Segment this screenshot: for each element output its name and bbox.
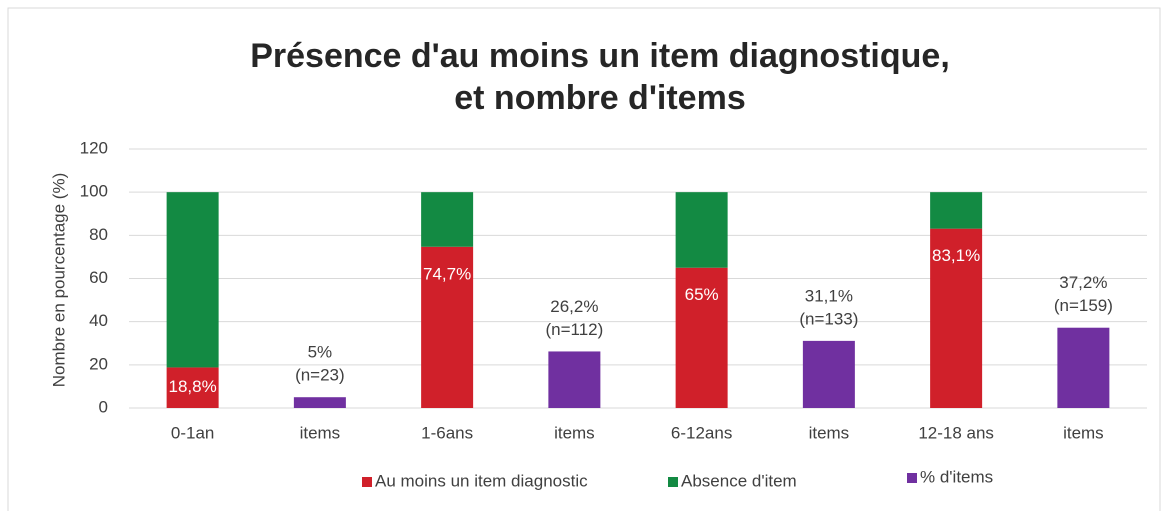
x-tick-label: items: [809, 423, 850, 442]
bar: [802, 340, 855, 408]
data-label: (n=159): [1054, 296, 1113, 315]
bar: [930, 228, 983, 408]
bar: [166, 192, 219, 368]
data-label: 65%: [685, 285, 719, 304]
legend-label: % d'items: [920, 467, 993, 486]
data-label: 74,7%: [423, 264, 471, 283]
bar: [421, 246, 474, 408]
data-label: (n=112): [545, 320, 603, 339]
chart-title: et nombre d'items: [454, 79, 745, 117]
bar: [675, 192, 728, 268]
data-label: 26,2%: [550, 297, 598, 316]
legend-swatch: [668, 477, 678, 487]
y-tick-label: 0: [99, 397, 108, 416]
y-tick-label: 40: [89, 311, 108, 330]
legend-label: Absence d'item: [681, 471, 797, 490]
bar: [166, 367, 219, 408]
legend-swatch: [907, 473, 917, 483]
data-label: 5%: [308, 343, 333, 362]
data-label: 37,2%: [1059, 273, 1107, 292]
bar: [675, 267, 728, 408]
y-tick-label: 60: [89, 268, 108, 287]
y-tick-label: 100: [80, 182, 108, 201]
y-tick-label: 80: [89, 225, 108, 244]
y-tick-label: 120: [80, 138, 108, 157]
bar: [930, 192, 983, 229]
x-tick-label: 0-1an: [171, 423, 214, 442]
bar: [548, 351, 601, 408]
y-tick-label: 20: [89, 354, 108, 373]
legend-label: Au moins un item diagnostic: [375, 471, 588, 490]
legend-swatch: [362, 477, 372, 487]
y-axis-label: Nombre en pourcentage (%): [49, 173, 68, 388]
data-label: 18,8%: [169, 377, 217, 396]
x-tick-label: 12-18 ans: [918, 423, 994, 442]
data-label: (n=23): [295, 366, 345, 385]
x-tick-label: items: [300, 423, 341, 442]
bar: [1057, 327, 1110, 408]
data-label: 83,1%: [932, 246, 980, 265]
bar: [421, 192, 474, 247]
x-tick-label: 1-6ans: [421, 423, 473, 442]
data-label: 31,1%: [805, 286, 853, 305]
x-tick-label: items: [554, 423, 595, 442]
x-tick-label: 6-12ans: [671, 423, 732, 442]
data-label: (n=133): [799, 309, 858, 328]
bar: [293, 397, 346, 408]
chart-title: Présence d'au moins un item diagnostique…: [250, 37, 950, 75]
x-tick-label: items: [1063, 423, 1104, 442]
